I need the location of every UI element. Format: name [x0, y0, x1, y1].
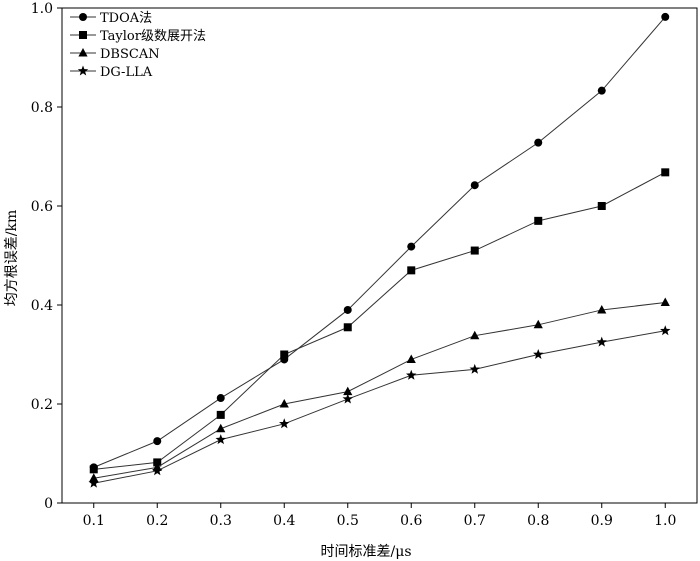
- legend-label: TDOA法: [100, 11, 152, 26]
- x-tick-label: 0.1: [83, 513, 105, 529]
- series-line: [93, 16, 666, 468]
- y-tick-label: 1.0: [31, 1, 53, 17]
- data-point: [342, 393, 353, 404]
- data-point: [597, 86, 606, 95]
- legend-label: DBSCAN: [100, 47, 160, 62]
- legend-item: DG-LLA: [70, 65, 153, 80]
- data-point: [216, 423, 226, 433]
- y-tick-label: 0.4: [31, 298, 53, 314]
- data-point: [153, 437, 162, 446]
- legend-item: DBSCAN: [70, 47, 160, 62]
- legend-marker: [79, 31, 87, 39]
- series-line: [93, 330, 666, 484]
- data-point: [533, 349, 544, 359]
- data-point: [88, 477, 99, 488]
- data-point: [661, 168, 670, 177]
- data-point: [469, 363, 480, 374]
- series-line: [93, 302, 666, 479]
- axes: 0.1 0.2 0.3 0.4 0.5 0.6 0.7 0.8 0.9 1.0 0 0.2 0.4 0.6…: [31, 1, 698, 529]
- data-point: [343, 323, 352, 332]
- x-tick-label: 0.7: [464, 513, 486, 529]
- x-tick-label: 0.3: [210, 513, 232, 529]
- data-point: [89, 465, 98, 474]
- series-line: [93, 171, 666, 470]
- data-point: [406, 369, 417, 380]
- legend-item: TDOA法: [70, 11, 152, 26]
- y-axis-label: 均方根误差/km: [4, 210, 20, 306]
- legend-label: Taylor级数展开法: [100, 29, 206, 44]
- x-tick-label: 0.9: [591, 513, 613, 529]
- data-point: [661, 12, 670, 21]
- data-point: [279, 418, 290, 429]
- data-point: [407, 242, 416, 251]
- data-point: [470, 246, 479, 255]
- x-tick-label: 0.8: [527, 513, 549, 529]
- data-point: [279, 399, 289, 408]
- data-point: [215, 434, 226, 445]
- data-point: [470, 330, 480, 340]
- y-tick-label: 0.2: [31, 397, 53, 413]
- y-tick-label: 0.8: [31, 100, 53, 116]
- x-tick-label: 0.6: [400, 513, 422, 529]
- x-tick-label: 1.0: [654, 513, 676, 529]
- legend-item: Taylor级数展开法: [70, 29, 206, 44]
- x-tick-label: 0.4: [273, 513, 295, 529]
- data-point: [406, 354, 416, 363]
- data-point: [343, 305, 352, 314]
- y-tick-label: 0: [44, 496, 53, 512]
- data-point: [660, 325, 671, 336]
- plot-frame: [61, 7, 698, 504]
- legend-label: DG-LLA: [100, 65, 153, 80]
- data-point: [216, 410, 225, 419]
- series-star: [88, 325, 671, 488]
- data-point: [343, 386, 353, 396]
- data-point: [533, 319, 543, 329]
- series-square: [89, 168, 670, 474]
- legend: TDOA法 Taylor级数展开法 DBSCAN DG-LLA: [70, 11, 206, 80]
- y-tick-label: 0.6: [31, 199, 53, 215]
- data-point: [597, 202, 606, 210]
- data-point: [597, 304, 607, 314]
- series-circle: [89, 12, 670, 472]
- data-point: [216, 394, 225, 403]
- data-point: [89, 473, 99, 482]
- x-tick-label: 0.5: [337, 513, 359, 529]
- data-point: [407, 266, 416, 275]
- data-point: [534, 216, 543, 225]
- data-point: [534, 138, 543, 147]
- legend-marker: [79, 13, 87, 21]
- data-point: [596, 336, 607, 347]
- series-triangle: [89, 297, 670, 482]
- x-tick-label: 0.2: [146, 513, 168, 529]
- series-layer: [88, 12, 671, 488]
- data-point: [470, 181, 479, 190]
- legend-marker: [78, 48, 88, 57]
- data-point: [280, 350, 289, 359]
- legend-marker: [77, 65, 89, 76]
- data-point: [660, 297, 670, 307]
- data-point: [152, 465, 163, 476]
- x-axis-label: 时间标准差/μs: [321, 544, 412, 560]
